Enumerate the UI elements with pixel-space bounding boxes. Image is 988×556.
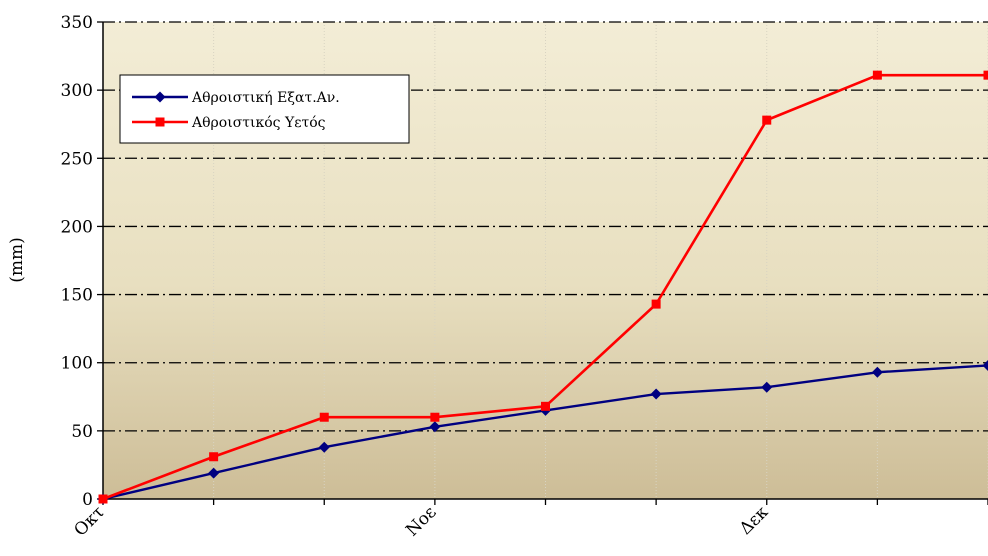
y-axis-label: (mm) <box>7 237 27 283</box>
x-tick-label: Δεκ <box>736 502 773 539</box>
data-point-square <box>430 412 440 422</box>
y-tick-label: 50 <box>71 422 93 442</box>
data-point-diamond <box>761 381 773 393</box>
data-point-square <box>762 115 772 125</box>
legend-marker-square <box>155 117 165 127</box>
legend: Αθροιστική Εξατ.Αν. Αθροιστικός Υετός <box>119 74 410 144</box>
series <box>97 70 988 505</box>
x-tick-label: Οκτ <box>70 502 108 540</box>
y-tick-label: 350 <box>61 13 93 33</box>
y-tick-label: 150 <box>61 286 93 306</box>
y-tick-label: 300 <box>61 81 93 101</box>
x-tick-label: Νοε <box>402 502 440 540</box>
data-point-square <box>872 70 882 80</box>
y-tick-label: 0 <box>82 490 93 510</box>
data-point-diamond <box>982 359 988 371</box>
grid <box>103 21 988 499</box>
data-point-diamond <box>871 366 883 378</box>
data-point-diamond <box>650 388 662 400</box>
y-tick-label: 250 <box>61 149 93 169</box>
data-point-square <box>541 401 550 411</box>
data-point-square <box>651 299 661 309</box>
legend-box <box>119 74 410 144</box>
y-tick-label: 100 <box>61 354 93 374</box>
data-point-diamond <box>208 467 220 479</box>
data-point-square <box>983 70 988 80</box>
legend-label: Αθροιστική Εξατ.Αν. <box>191 90 340 106</box>
legend-marker-diamond <box>154 91 166 103</box>
data-point-square <box>319 412 329 422</box>
data-point-diamond <box>318 441 330 453</box>
data-point-square <box>209 452 219 462</box>
data-point-square <box>98 494 108 504</box>
data-point-diamond <box>429 421 441 433</box>
legend-label: Αθροιστικός Υετός <box>191 115 326 131</box>
y-tick-label: 200 <box>61 217 93 237</box>
